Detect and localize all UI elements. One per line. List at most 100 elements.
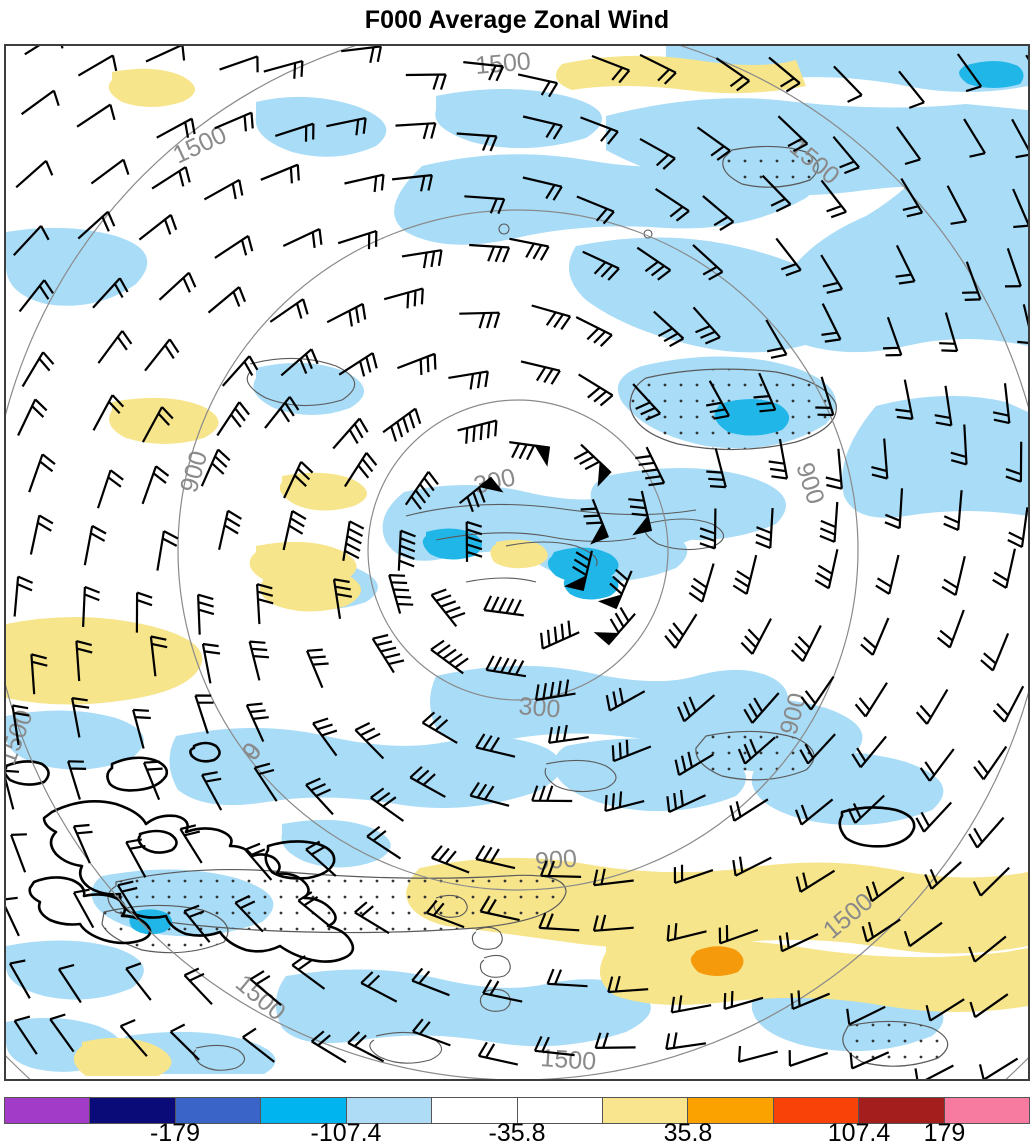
wind-barb	[1017, 304, 1028, 344]
wind-barb	[169, 1023, 200, 1061]
wind-barb	[632, 383, 662, 421]
wind-barb	[914, 1064, 954, 1079]
wind-barb	[520, 360, 561, 385]
colorbar-segment-7[interactable]	[602, 1098, 689, 1123]
wind-barb	[483, 595, 524, 617]
wind-barb	[332, 417, 369, 450]
wind-barb	[297, 891, 331, 927]
wind-barb	[925, 998, 965, 1022]
colorbar-segment-9[interactable]	[773, 1098, 860, 1123]
wind-barb	[448, 370, 489, 390]
wind-barb	[203, 178, 244, 201]
wind-barb	[517, 73, 559, 98]
colorbar-segment-10[interactable]	[859, 1098, 945, 1123]
wind-barb	[342, 520, 365, 561]
wind-barb	[895, 244, 916, 285]
wind-barb	[753, 372, 777, 413]
wind-barb	[291, 955, 326, 990]
wind-barb	[305, 840, 337, 877]
wind-barb	[639, 137, 676, 170]
range-rings	[6, 46, 1028, 1079]
wind-barb	[119, 1018, 148, 1057]
wind-barb	[578, 373, 614, 407]
wind-barb	[354, 901, 390, 935]
wind-barb	[183, 904, 211, 943]
wind-barb	[575, 316, 613, 347]
wind-barb	[397, 352, 437, 375]
wind-barb	[280, 348, 319, 377]
wind-barb	[790, 625, 822, 662]
wind-barb	[337, 229, 378, 250]
wind-barb	[604, 791, 645, 812]
wind-barb	[77, 54, 118, 77]
wind-barb	[1005, 441, 1023, 483]
wind-barb	[469, 781, 510, 807]
wind-barb	[540, 620, 580, 650]
colorbar[interactable]	[4, 1097, 1030, 1124]
wind-barb	[825, 448, 843, 490]
wind-barb	[17, 398, 48, 436]
wind-barb	[865, 876, 905, 903]
colorbar-segment-8[interactable]	[688, 1098, 774, 1123]
wind-barb	[216, 401, 250, 437]
wind-barb	[636, 246, 672, 281]
wind-barb	[674, 751, 714, 777]
wind-barb	[409, 765, 446, 798]
wind-barb	[799, 733, 836, 765]
wind-barb	[343, 452, 378, 488]
wind-barb	[580, 498, 609, 537]
wind-barb	[664, 613, 698, 649]
wind-barb	[924, 861, 962, 890]
wind-barb	[973, 745, 1008, 781]
wind-barb	[860, 617, 890, 656]
wind-barb	[245, 702, 269, 743]
wind-barb	[18, 279, 54, 313]
wind-barb	[531, 785, 573, 803]
wind-barb	[391, 174, 433, 192]
wind-barb	[479, 897, 520, 922]
wind-barb	[592, 914, 634, 932]
colorbar-segment-5[interactable]	[432, 1098, 518, 1123]
wind-barb	[430, 588, 466, 627]
fill-orange-core	[690, 946, 744, 976]
colorbar-segment-0[interactable]	[5, 1098, 91, 1123]
wind-barb	[992, 383, 1011, 425]
wind-barb	[13, 575, 34, 617]
wind-barb	[477, 1041, 519, 1066]
wind-barb	[253, 762, 278, 802]
wind-barb	[135, 591, 153, 633]
wind-barb	[821, 303, 842, 343]
colorbar-segment-1[interactable]	[90, 1098, 176, 1123]
wind-barb	[768, 56, 801, 93]
wind-barb	[794, 798, 834, 826]
wind-barb	[92, 277, 129, 309]
wind-barb	[141, 465, 170, 505]
wind-barb	[851, 735, 887, 768]
wind-barb	[21, 351, 55, 388]
wind-barb	[200, 448, 231, 487]
wind-barb	[425, 899, 465, 929]
colorbar-segment-4[interactable]	[346, 1098, 433, 1123]
colorbar-segment-6[interactable]	[517, 1098, 603, 1123]
colorbar-segment-11[interactable]	[944, 1098, 1030, 1123]
wind-barb	[765, 319, 788, 359]
wind-barb	[344, 173, 385, 193]
wind-barb	[915, 689, 949, 725]
wind-barb	[29, 514, 54, 555]
wind-barb	[475, 733, 516, 758]
wind-barb	[326, 302, 367, 327]
wind-barb	[96, 469, 124, 509]
wind-barb	[666, 789, 706, 813]
map-canvas: 300 300 900 900 900 900 900 1500 1500 15…	[6, 46, 1028, 1079]
fill-cyan-cores	[129, 61, 1024, 935]
wind-barb	[264, 396, 300, 429]
wind-barb	[992, 685, 1025, 723]
wind-barb	[665, 1032, 707, 1051]
wind-barb	[234, 894, 264, 933]
wind-barb	[354, 722, 385, 760]
wind-barb	[950, 424, 968, 466]
wind-barb	[83, 524, 107, 566]
colorbar-segment-3[interactable]	[261, 1098, 347, 1123]
wind-barb	[28, 453, 56, 493]
colorbar-segment-2[interactable]	[175, 1098, 262, 1123]
